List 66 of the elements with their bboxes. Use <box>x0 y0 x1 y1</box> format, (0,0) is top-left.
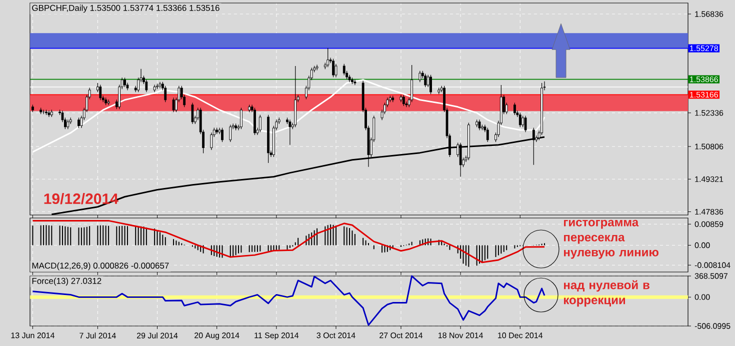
y-tick-label: 0.00 <box>694 242 710 248</box>
y-tick-label: 1.56836 <box>695 11 724 17</box>
candlestick <box>402 94 405 106</box>
candlestick <box>316 64 318 71</box>
ref-line-label: 1.53166 <box>690 92 718 98</box>
candlestick <box>229 124 232 142</box>
x-tick-label: 18 Nov 2014 <box>438 332 483 338</box>
y-tick-label: 368.5097 <box>694 273 728 279</box>
candlestick <box>191 102 194 124</box>
candlestick <box>99 84 102 100</box>
candlestick <box>430 74 432 94</box>
y-tick-label: -0.008104 <box>694 262 730 268</box>
x-tick-label: 13 Jun 2014 <box>11 332 54 338</box>
candlestick <box>42 109 45 114</box>
annotation: 19/12/2014 <box>44 193 118 204</box>
candlestick <box>254 107 256 136</box>
y-tick-label: 1.50806 <box>695 144 724 150</box>
candlestick <box>288 119 292 146</box>
x-tick-label: 20 Aug 2014 <box>194 332 240 340</box>
candlestick <box>48 110 50 118</box>
candlestick <box>486 127 489 142</box>
y-tick-label: 1.47836 <box>695 208 724 215</box>
x-tick-label: 3 Oct 2014 <box>316 332 356 338</box>
y-tick-label: 0.00859 <box>694 221 724 227</box>
line-series <box>32 220 546 264</box>
x-tick-label: 10 Dec 2014 <box>498 332 543 338</box>
candlestick <box>78 117 80 128</box>
candlestick <box>240 107 242 130</box>
y-tick-label: 1.52336 <box>695 110 724 116</box>
y-tick-label: 1.49321 <box>695 176 724 182</box>
ref-line-label: 1.55278 <box>690 45 718 52</box>
candlestick <box>66 119 70 130</box>
candlestick <box>518 112 522 128</box>
candlestick <box>478 119 481 130</box>
candlestick <box>258 114 262 132</box>
candlestick <box>354 79 356 86</box>
candlestick <box>522 115 524 128</box>
candlestick <box>326 48 330 68</box>
x-tick-label: 11 Sep 2014 <box>254 332 299 340</box>
candlestick <box>172 97 175 112</box>
annotation: гистограмма пересекла нулевую линию <box>564 220 658 259</box>
candlestick <box>107 99 110 106</box>
candlestick <box>124 77 126 88</box>
candlestick <box>459 142 462 178</box>
candlestick <box>210 132 213 150</box>
candlestick <box>514 102 516 116</box>
candlestick <box>145 79 148 92</box>
candlestick <box>418 70 422 82</box>
annotation: над нулевой в коррекции <box>564 280 650 307</box>
chart-title: Force(13) 27.0312 <box>32 278 102 286</box>
candlestick <box>221 127 224 142</box>
candlestick <box>334 64 338 78</box>
y-tick-label: 0.00 <box>694 294 710 300</box>
candlestick <box>524 115 527 132</box>
line-series <box>32 275 546 326</box>
x-tick-label: 29 Jul 2014 <box>136 332 178 338</box>
y-tick-label: -506.0995 <box>694 323 730 329</box>
candlestick <box>332 58 334 78</box>
text: MACD(12,26,9) 0.000826 -0.000657 <box>32 262 169 270</box>
ref-line-label: 1.53866 <box>690 76 718 82</box>
x-tick-label: 27 Oct 2014 <box>380 332 423 338</box>
candlestick <box>342 64 346 76</box>
x-tick-label: 7 Jul 2014 <box>80 332 116 338</box>
candlestick <box>164 86 167 102</box>
candlestick <box>424 73 427 88</box>
chart-title: GBPCHF,Daily 1.53500 1.53774 1.53366 1.53516 <box>32 4 220 13</box>
